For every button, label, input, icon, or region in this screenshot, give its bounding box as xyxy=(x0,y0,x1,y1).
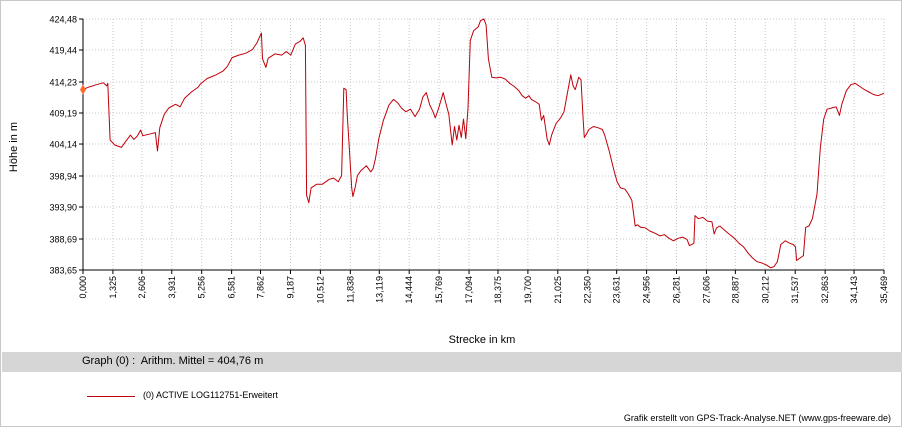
x-tick-label: 35,469 xyxy=(879,276,889,304)
x-tick-label: 3,931 xyxy=(167,276,177,299)
stats-text: Graph (0) : Arithm. Mittel = 404,76 m xyxy=(82,355,264,367)
x-tick-label: 17,094 xyxy=(464,276,474,304)
x-tick-label: 10,512 xyxy=(315,276,325,304)
y-tick-label: 424,48 xyxy=(49,15,77,25)
x-tick-label: 23,631 xyxy=(612,276,622,304)
legend-swatch xyxy=(87,396,135,397)
y-tick-label: 383,65 xyxy=(49,266,77,276)
x-tick-label: 32,863 xyxy=(820,276,830,304)
x-tick-label: 1,325 xyxy=(108,276,118,299)
start-marker xyxy=(80,84,86,95)
y-tick-label: 393,90 xyxy=(49,202,77,212)
y-tick-label: 398,94 xyxy=(49,172,77,182)
x-tick-label: 6,581 xyxy=(227,276,237,299)
legend-label: (0) ACTIVE LOG112751-Erweitert xyxy=(143,390,278,400)
x-tick-label: 21,025 xyxy=(553,276,563,304)
y-axis-label: Höhe in m xyxy=(8,122,20,172)
grid-layer xyxy=(82,18,885,271)
x-tick-label: 11,838 xyxy=(345,276,355,303)
y-tick-label: 419,44 xyxy=(49,45,77,55)
y-tick-label: 388,69 xyxy=(49,235,77,245)
x-tick-label: 15,769 xyxy=(434,276,444,304)
y-tick-label: 404,14 xyxy=(49,140,77,150)
elevation-chart: 424,48 419,44 414,23 409,19 404,14 398,94 393,… xyxy=(8,15,889,347)
x-tick-label: 14,444 xyxy=(404,276,414,304)
x-tick-label: 22,350 xyxy=(583,276,593,304)
x-tick-label: 18,375 xyxy=(493,276,503,304)
x-tick-label: 5,256 xyxy=(197,276,207,299)
x-tick-label: 0,000 xyxy=(78,276,88,299)
series-line xyxy=(82,18,885,269)
axis-layer: 424,48 419,44 414,23 409,19 404,14 398,94 393,… xyxy=(49,15,889,304)
x-tick-label: 34,143 xyxy=(849,276,859,304)
x-tick-label: 30,212 xyxy=(760,276,770,304)
y-tick-label: 409,19 xyxy=(49,108,77,118)
y-tick-label: 414,23 xyxy=(49,78,77,88)
x-axis-label: Strecke in km xyxy=(449,334,516,346)
x-tick-label: 31,537 xyxy=(790,276,800,304)
stats-bar: Graph (0) : Arithm. Mittel = 404,76 m xyxy=(2,352,902,372)
credit-text: Grafik erstellt von GPS-Track-Analyse.NE… xyxy=(623,413,891,423)
x-tick-label: 2,606 xyxy=(137,276,147,299)
line-layer xyxy=(80,18,885,269)
x-tick-label: 27,606 xyxy=(701,276,711,304)
x-tick-label: 13,119 xyxy=(374,276,384,303)
x-tick-label: 24,956 xyxy=(642,276,652,304)
x-tick-label: 7,862 xyxy=(256,276,266,299)
x-tick-label: 19,700 xyxy=(523,276,533,304)
x-tick-label: 26,281 xyxy=(672,276,682,304)
x-tick-label: 28,887 xyxy=(730,276,740,304)
x-tick-label: 9,187 xyxy=(285,276,295,299)
